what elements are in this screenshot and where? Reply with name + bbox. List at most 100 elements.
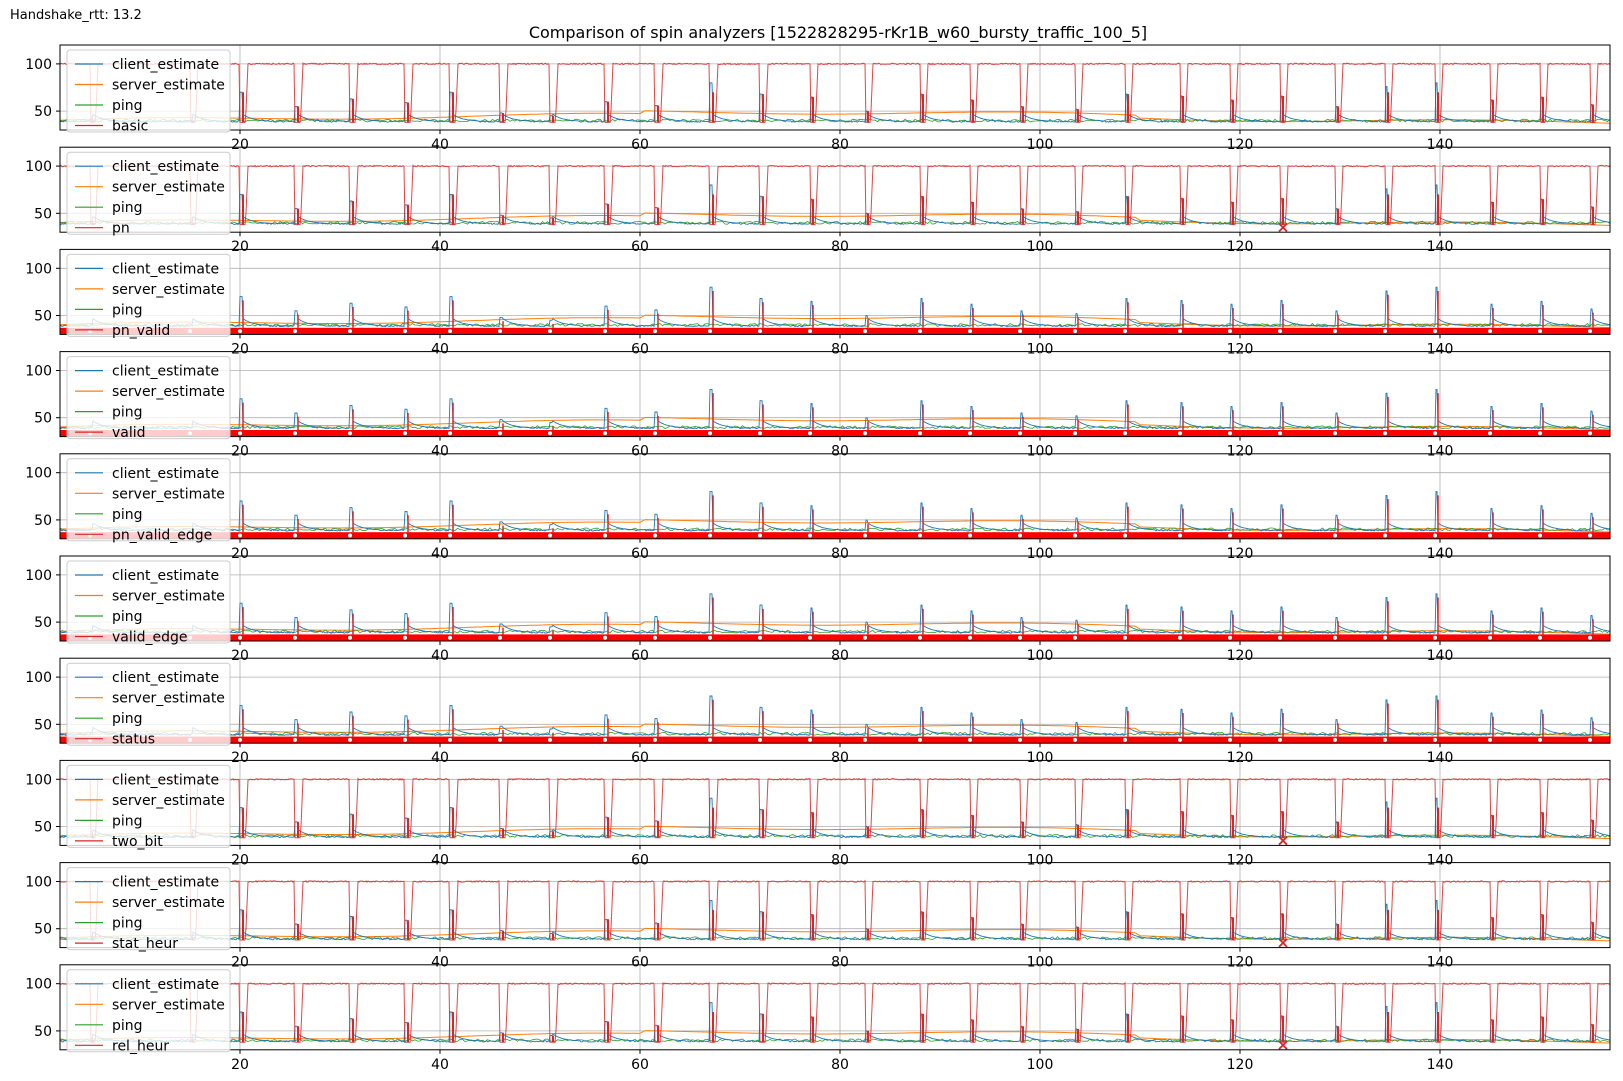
x-tick-label: 40 bbox=[431, 137, 449, 153]
band-dot bbox=[1073, 329, 1077, 334]
band-dot bbox=[1383, 533, 1387, 538]
legend-label: server_estimate bbox=[112, 282, 225, 298]
y-tick-label: 50 bbox=[34, 615, 52, 631]
plot-area bbox=[60, 491, 1610, 539]
legend-label: client_estimate bbox=[112, 57, 219, 73]
band-dot bbox=[968, 533, 972, 538]
x-tick-label: 20 bbox=[231, 955, 249, 971]
legend-label: pn_valid bbox=[112, 323, 170, 339]
band-dot bbox=[1333, 737, 1337, 742]
legend-label: rel_heur bbox=[112, 1038, 169, 1054]
x-tick-label: 120 bbox=[1227, 546, 1254, 562]
x-tick-label: 80 bbox=[831, 137, 849, 153]
y-tick-label: 50 bbox=[34, 411, 52, 427]
band-dot bbox=[1538, 635, 1542, 640]
legend-label: client_estimate bbox=[112, 364, 219, 380]
x-tick-label: 80 bbox=[831, 239, 849, 255]
x-tick-label: 40 bbox=[431, 955, 449, 971]
band-dot bbox=[863, 329, 867, 334]
band-dot bbox=[1488, 431, 1492, 436]
legend-label: server_estimate bbox=[112, 180, 225, 196]
panel-valid_edge: 50 100 20 40 60 80 100 120 140 client_estimateser… bbox=[25, 555, 1611, 664]
series-client-estimate bbox=[60, 184, 1610, 226]
band-dot bbox=[1018, 533, 1022, 538]
legend-label: ping bbox=[112, 98, 143, 114]
x-tick-label: 40 bbox=[431, 546, 449, 562]
series-server-estimate bbox=[60, 1030, 1610, 1044]
plot-area bbox=[60, 593, 1610, 641]
legend-label: stat_heur bbox=[112, 936, 178, 952]
legend-label: basic bbox=[112, 119, 148, 135]
x-tick-label: 140 bbox=[1427, 852, 1454, 868]
x-tick-label: 120 bbox=[1227, 955, 1254, 971]
band-dot bbox=[808, 329, 812, 334]
band-dot bbox=[708, 329, 712, 334]
series-analyzer bbox=[60, 981, 1610, 1043]
band-dot bbox=[348, 431, 352, 436]
x-tick-label: 80 bbox=[831, 750, 849, 766]
x-tick-label: 100 bbox=[1027, 239, 1054, 255]
legend-label: ping bbox=[112, 916, 143, 932]
y-tick-label: 50 bbox=[34, 1024, 52, 1040]
x-tick-label: 140 bbox=[1427, 955, 1454, 971]
band-dot bbox=[1018, 431, 1022, 436]
band-dot bbox=[1433, 329, 1437, 334]
band-dot bbox=[448, 329, 452, 334]
y-tick-label: 100 bbox=[25, 874, 52, 890]
marker-x bbox=[1278, 222, 1288, 233]
chart-title: Comparison of spin analyzers [1522828295… bbox=[529, 23, 1147, 43]
x-tick-label: 120 bbox=[1227, 137, 1254, 153]
band-dot bbox=[1488, 329, 1492, 334]
plot-area bbox=[60, 777, 1610, 840]
band-dot bbox=[863, 431, 867, 436]
band-dot bbox=[403, 431, 407, 436]
x-tick-label: 120 bbox=[1227, 648, 1254, 664]
band-dot bbox=[1123, 737, 1127, 742]
series-server-estimate bbox=[60, 110, 1610, 124]
y-tick-label: 100 bbox=[25, 977, 52, 993]
axes-frame bbox=[59, 759, 1611, 846]
band-dot bbox=[918, 635, 922, 640]
band-dot bbox=[548, 737, 552, 742]
x-tick-label: 140 bbox=[1427, 444, 1454, 460]
band-dot bbox=[1018, 737, 1022, 742]
band-dot bbox=[448, 533, 452, 538]
x-tick-label: 20 bbox=[231, 444, 249, 460]
legend-label: server_estimate bbox=[112, 691, 225, 707]
y-tick-label: 50 bbox=[34, 104, 52, 120]
band-dot bbox=[1433, 635, 1437, 640]
band-dot bbox=[448, 737, 452, 742]
band-dot bbox=[1178, 737, 1182, 742]
band-dot bbox=[1278, 737, 1282, 742]
band-dot bbox=[808, 431, 812, 436]
band-dot bbox=[918, 431, 922, 436]
band-dot bbox=[448, 635, 452, 640]
series-analyzer bbox=[60, 62, 1610, 123]
band-dot bbox=[1073, 737, 1077, 742]
x-tick-label: 140 bbox=[1427, 1057, 1454, 1073]
band-dot bbox=[1073, 431, 1077, 436]
band-dot bbox=[808, 533, 812, 538]
band-dot bbox=[1538, 737, 1542, 742]
legend-box bbox=[66, 253, 231, 337]
handshake-rtt-label: Handshake_rtt: 13.2 bbox=[10, 8, 142, 23]
axes-frame bbox=[59, 657, 1611, 744]
band-dot bbox=[348, 737, 352, 742]
marker-x bbox=[1278, 1040, 1288, 1050]
x-tick-label: 140 bbox=[1427, 137, 1454, 153]
legend-label: server_estimate bbox=[112, 793, 225, 809]
axes-frame bbox=[59, 248, 1611, 335]
legend-box bbox=[66, 662, 231, 746]
band-dot bbox=[403, 329, 407, 334]
series-server-estimate bbox=[60, 825, 1610, 840]
x-tick-label: 80 bbox=[831, 1057, 849, 1073]
x-tick-label: 120 bbox=[1227, 852, 1254, 868]
series-analyzer-band bbox=[60, 634, 1610, 641]
band-dot bbox=[603, 431, 607, 436]
y-tick-label: 100 bbox=[25, 57, 52, 73]
band-dot bbox=[1538, 329, 1542, 334]
band-dot bbox=[293, 737, 297, 742]
x-tick-label: 80 bbox=[831, 444, 849, 460]
plot-area bbox=[60, 286, 1610, 335]
band-dot bbox=[758, 533, 762, 538]
